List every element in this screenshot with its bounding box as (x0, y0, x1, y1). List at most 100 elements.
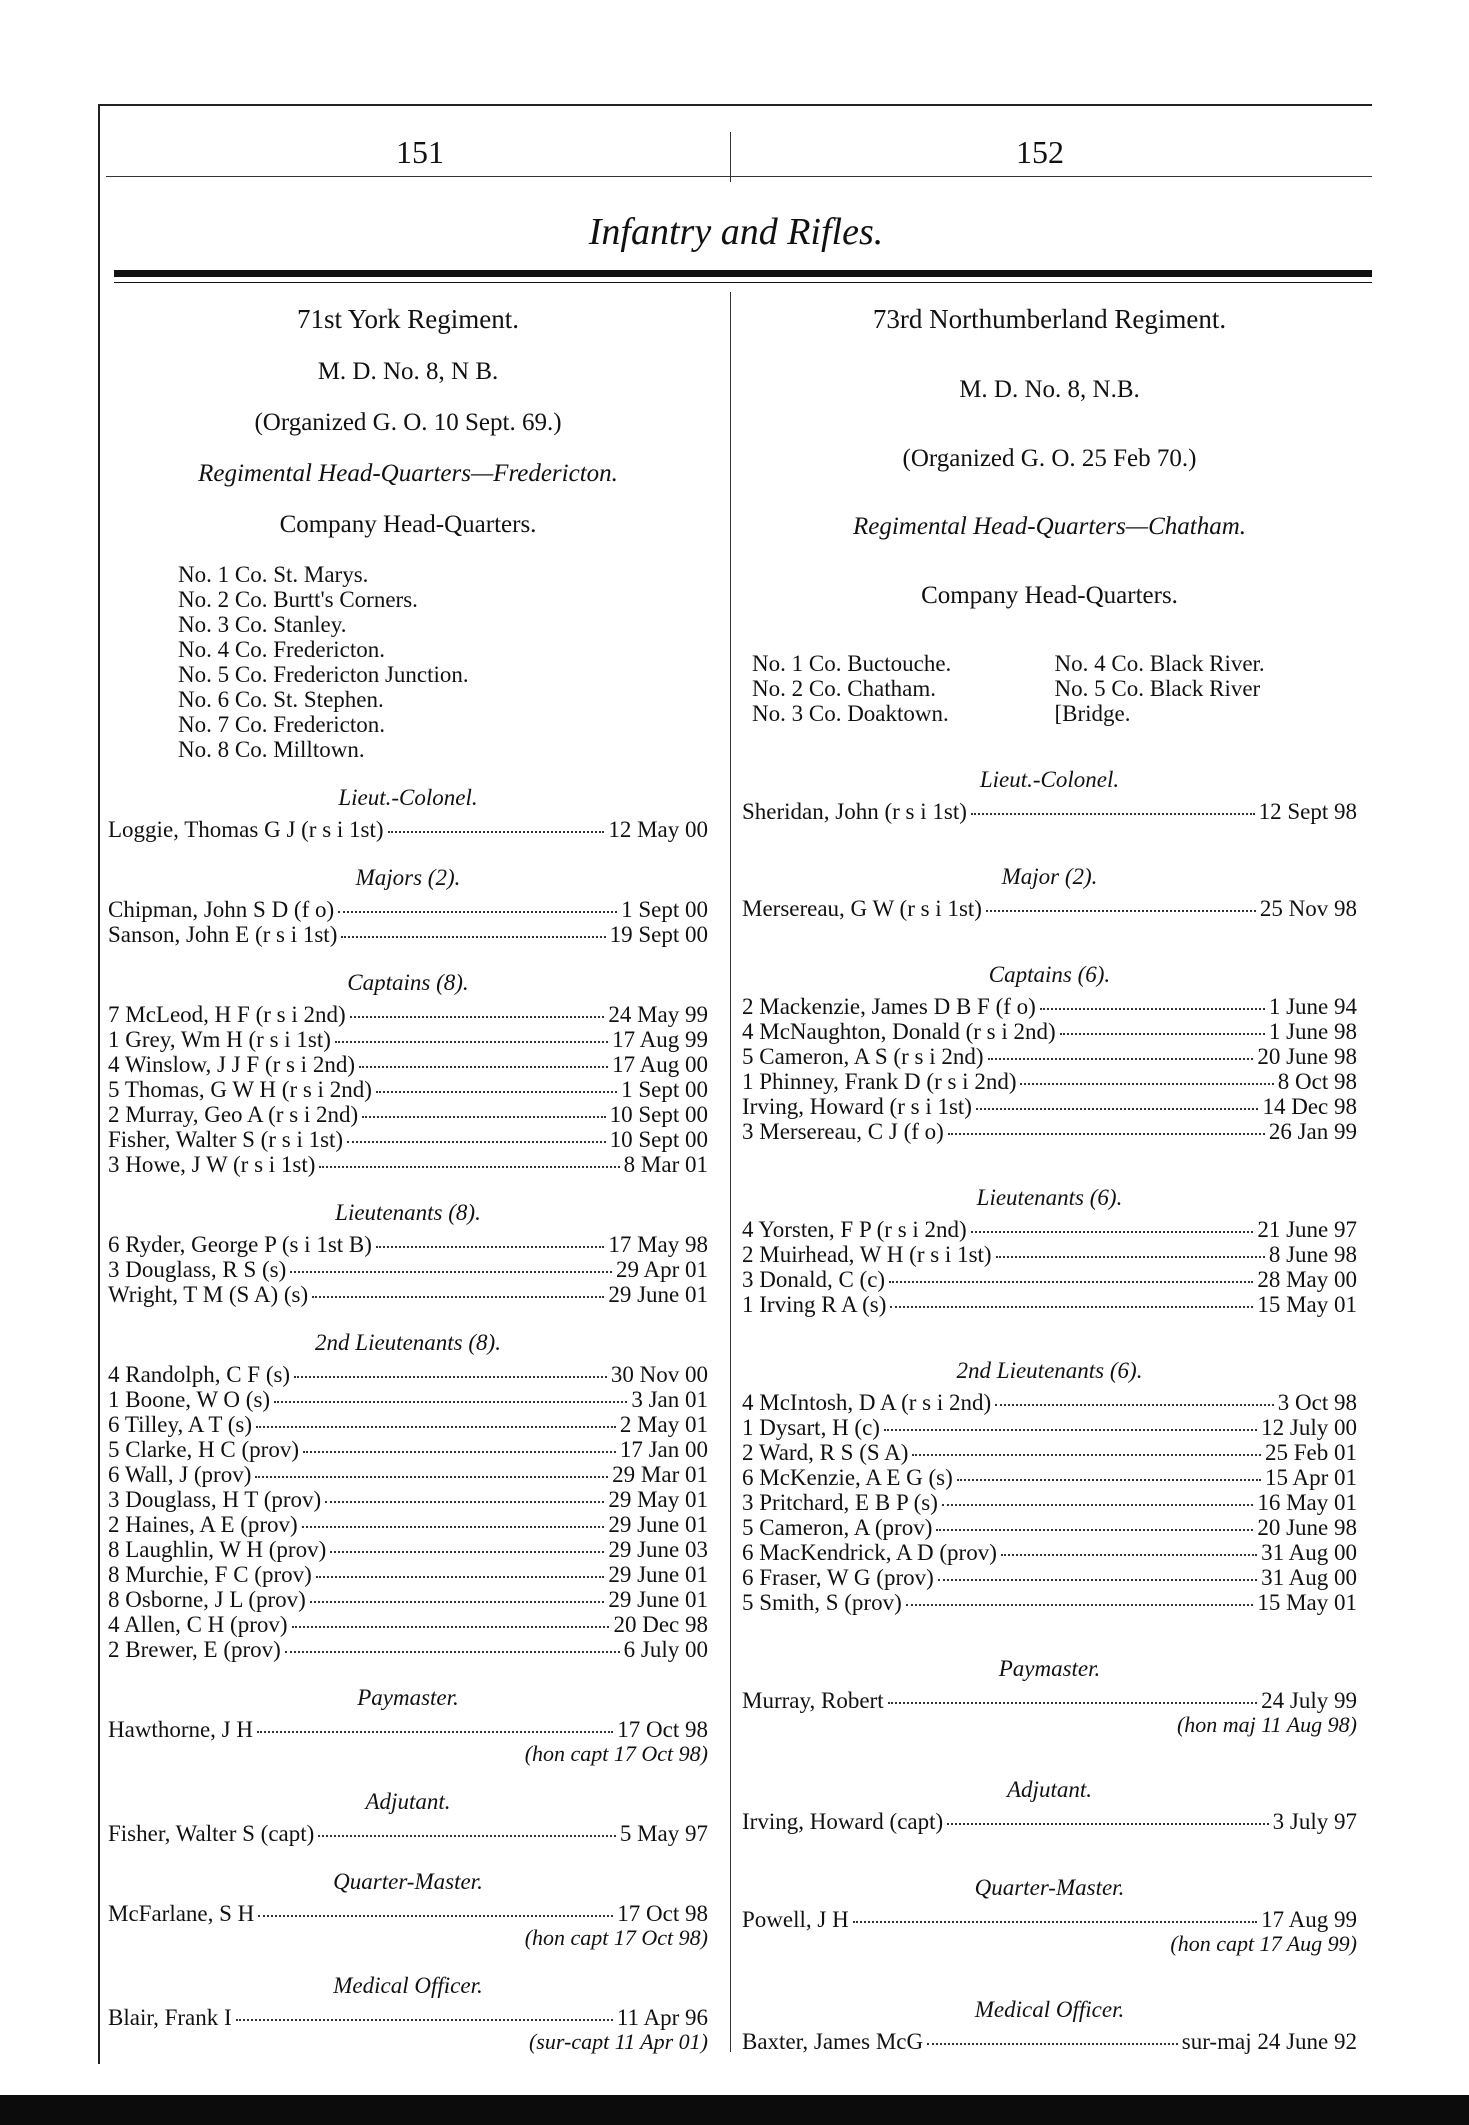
entry: Hawthorne, J H 17 Oct 98 (108, 1717, 708, 1742)
entry-name: 5 Cameron, A (prov) (742, 1514, 933, 1540)
section-heading: Majors (2). (355, 865, 461, 890)
entry-name: 3 Douglass, H T (prov) (108, 1487, 322, 1512)
entry-date: 1 Sept 00 (621, 897, 708, 922)
entry-name: 3 Pritchard, E B P (s) (742, 1489, 938, 1515)
entry-date: 17 May 98 (608, 1232, 708, 1257)
leader (387, 831, 605, 833)
leader (256, 1426, 616, 1428)
leader (995, 1256, 1265, 1259)
entry-name: 4 Allen, C H (prov) (108, 1612, 288, 1637)
leader (319, 1166, 620, 1168)
section-heading: Adjutant. (365, 1789, 451, 1814)
entry: 4 Allen, C H (prov) 20 Dec 98 (108, 1612, 708, 1637)
entry: 2 Ward, R S (S A) 25 Feb 01 (742, 1440, 1357, 1465)
entry-date: 29 June 01 (608, 1512, 708, 1537)
entry: 8 Osborne, J L (prov) 29 June 01 (108, 1587, 708, 1612)
entry-name: 2 Ward, R S (S A) (742, 1439, 909, 1465)
entry-name: 3 Donald, C (c) (742, 1267, 886, 1293)
entry-date: 17 Aug 99 (612, 1027, 708, 1052)
entry: Fisher, Walter S (r s i 1st) 10 Sept 00 (108, 1127, 708, 1152)
section-heading: Medical Officer. (333, 1973, 483, 1998)
section: Captains (6). 2 Mackenzie, James D B F (f… (742, 962, 1357, 1144)
leader (1039, 1008, 1265, 1011)
section: Paymaster. Murray, Robert 24 July 99 (hon m… (742, 1656, 1357, 1737)
entry-name: Irving, Howard (r s i 1st) (742, 1094, 972, 1120)
section: Quarter-Master. McFarlane, S H 17 Oct 98 (h… (108, 1869, 708, 1950)
leader (927, 2042, 1178, 2045)
entry-name: Blair, Frank I (108, 2005, 232, 2030)
entry-name: Wright, T M (S A) (s) (108, 1282, 309, 1307)
regiment-name: 73rd Northumberland Regiment. (872, 304, 1227, 334)
leader (1000, 1553, 1258, 1556)
entry-name: Irving, Howard (capt) (742, 1809, 944, 1835)
leader (255, 1476, 609, 1478)
entry-date: 12 May 00 (608, 817, 708, 842)
entry-name: 6 Ryder, George P (s i 1st B) (108, 1232, 372, 1257)
company: No. 2 Co. Burtt's Corners. (178, 587, 418, 612)
column: 71st York Regiment. M. D. No. 8, N B. (Org… (108, 304, 708, 2054)
entry-date: 15 May 01 (1257, 1292, 1357, 1318)
entry-date: 29 Apr 01 (616, 1257, 708, 1282)
entry: Baxter, James McG sur-maj 24 June 92 (742, 2029, 1357, 2054)
entry-name: 6 Wall, J (prov) (108, 1462, 252, 1487)
section-heading: Paymaster. (998, 1655, 1101, 1681)
column: 73rd Northumberland Regiment. M. D. No. 8… (742, 304, 1357, 2054)
entry: 4 Randolph, C F (s) 30 Nov 00 (108, 1362, 708, 1387)
entry-name: 4 McNaughton, Donald (r s i 2nd) (742, 1019, 1056, 1045)
section: Lieut.-Colonel. Sheridan, John (r s i 1st… (742, 767, 1357, 824)
section-heading: Lieutenants (6). (976, 1185, 1123, 1211)
entry-name: 5 Clarke, H C (prov) (108, 1437, 299, 1462)
entry-name: 8 Laughlin, W H (prov) (108, 1537, 327, 1562)
entry-name: McFarlane, S H (108, 1901, 255, 1926)
entry: 1 Dysart, H (c) 12 July 00 (742, 1415, 1357, 1440)
title: Infantry and Rifles. (588, 211, 884, 253)
leader (975, 1108, 1259, 1111)
entry: 2 Mackenzie, James D B F (f o) 1 June 94 (742, 994, 1357, 1019)
section-heading: Quarter-Master. (333, 1869, 483, 1894)
entry: 6 Wall, J (prov) 29 Mar 01 (108, 1462, 708, 1487)
section: Lieutenants (8). 6 Ryder, George P (s i 1… (108, 1200, 708, 1307)
entry-date: 21 June 97 (1257, 1217, 1357, 1243)
entry-date: 3 Jan 01 (631, 1387, 708, 1412)
entry-note: (sur-capt 11 Apr 01) (528, 2029, 708, 2054)
leader (995, 1403, 1274, 1406)
leader (284, 1651, 620, 1653)
entry: Irving, Howard (r s i 1st) 14 Dec 98 (742, 1094, 1357, 1119)
leader (334, 1041, 609, 1043)
entry: Sheridan, John (r s i 1st) 12 Sept 98 (742, 799, 1357, 824)
entry: 4 Winslow, J J F (r s i 2nd) 17 Aug 00 (108, 1052, 708, 1077)
entry-date: 3 July 97 (1272, 1809, 1357, 1835)
divider (730, 292, 731, 2052)
entry-name: Baxter, James McG (742, 2028, 924, 2054)
entry-date: 1 Sept 00 (621, 1077, 708, 1102)
entry-date: 10 Sept 00 (609, 1102, 708, 1127)
section: Adjutant. Irving, Howard (capt) 3 July 97 (742, 1777, 1357, 1834)
entry: 3 Mersereau, C J (f o) 26 Jan 99 (742, 1119, 1357, 1144)
leader (294, 1376, 607, 1378)
entry-name: Murray, Robert (742, 1687, 884, 1713)
leader (257, 1731, 614, 1733)
company: No. 5 Co. Black River (1054, 675, 1261, 701)
entry: 3 Howe, J W (r s i 1st) 8 Mar 01 (108, 1152, 708, 1177)
entry: 5 Smith, S (prov) 15 May 01 (742, 1590, 1357, 1615)
entry: 1 Irving R A (s) 15 May 01 (742, 1292, 1357, 1317)
entry: 6 MacKendrick, A D (prov) 31 Aug 00 (742, 1540, 1357, 1565)
entry-name: 2 Brewer, E (prov) (108, 1637, 281, 1662)
organized: (Organized G. O. 25 Feb 70.) (902, 444, 1197, 472)
entry-date: 14 Dec 98 (1262, 1094, 1357, 1120)
section-heading: Lieut.-Colonel. (338, 785, 478, 810)
entry-date: 19 Sept 00 (609, 922, 708, 947)
entry-date: 1 June 98 (1268, 1019, 1357, 1045)
entry-date: 15 Apr 01 (1265, 1464, 1357, 1490)
leader (912, 1453, 1261, 1456)
entry-name: Hawthorne, J H (108, 1717, 253, 1742)
entry-name: 1 Dysart, H (c) (742, 1414, 880, 1440)
section-heading: Quarter-Master. (974, 1875, 1125, 1901)
page-frame: 151 152 Infantry and Rifles. 71st York R… (98, 104, 1372, 2064)
entry-date: 20 June 98 (1257, 1044, 1357, 1070)
entry-name: 5 Cameron, A S (r s i 2nd) (742, 1044, 984, 1070)
entry: 4 Yorsten, F P (r s i 2nd) 21 June 97 (742, 1217, 1357, 1242)
entry-name: 1 Phinney, Frank D (r s i 2nd) (742, 1069, 1017, 1095)
entry-date: 20 Dec 98 (613, 1612, 708, 1637)
